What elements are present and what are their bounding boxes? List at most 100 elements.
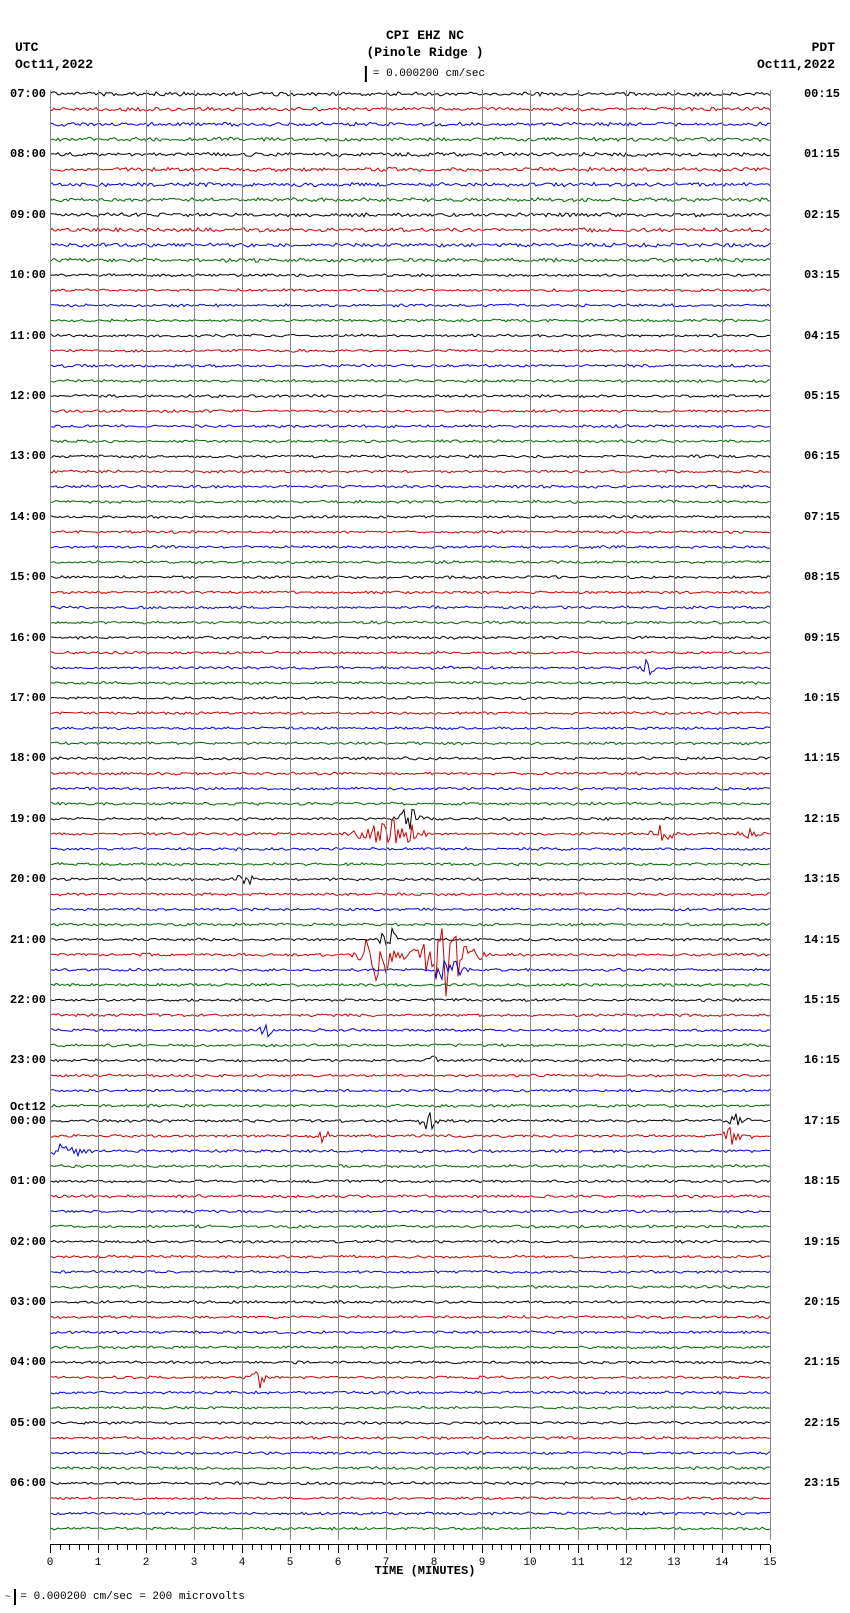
seismic-trace <box>50 334 770 337</box>
x-tick-minor <box>309 1545 310 1550</box>
seismic-trace <box>50 1270 770 1273</box>
seismic-trace <box>50 742 770 745</box>
x-tick <box>674 1545 675 1553</box>
seismic-trace <box>50 712 770 715</box>
gridline-vertical <box>50 90 51 1540</box>
pdt-hour-label: 15:15 <box>804 993 840 1007</box>
x-tick <box>386 1545 387 1553</box>
x-tick-minor <box>693 1545 694 1550</box>
gridline-vertical <box>434 90 435 1540</box>
utc-hour-label: 21:00 <box>10 933 46 947</box>
gridline-vertical <box>626 90 627 1540</box>
seismic-trace <box>50 364 770 367</box>
x-tick <box>98 1545 99 1553</box>
tz-right-name: PDT <box>757 40 835 57</box>
seismic-trace <box>50 274 770 277</box>
seismic-trace <box>50 182 770 186</box>
seismic-trace <box>50 928 770 996</box>
x-tick-minor <box>520 1545 521 1550</box>
utc-hour-label: 17:00 <box>10 691 46 705</box>
pdt-hour-label: 03:15 <box>804 268 840 282</box>
x-tick-minor <box>396 1545 397 1550</box>
x-tick-minor <box>597 1545 598 1550</box>
seismic-trace <box>50 697 770 700</box>
x-tick-label: 3 <box>191 1557 198 1569</box>
x-tick-minor <box>703 1545 704 1550</box>
pdt-hour-label: 07:15 <box>804 510 840 524</box>
x-tick-minor <box>463 1545 464 1550</box>
seismic-trace <box>50 440 770 443</box>
x-tick-minor <box>165 1545 166 1550</box>
x-tick-label: 2 <box>143 1557 150 1569</box>
utc-hour-label: 15:00 <box>10 570 46 584</box>
x-tick-minor <box>616 1545 617 1550</box>
gridline-vertical <box>722 90 723 1540</box>
x-tick-label: 9 <box>479 1557 486 1569</box>
seismic-trace <box>50 1112 770 1129</box>
x-tick-minor <box>156 1545 157 1550</box>
gridline-vertical <box>674 90 675 1540</box>
seismic-trace <box>50 820 770 843</box>
utc-hour-label: 01:00 <box>10 1174 46 1188</box>
seismic-trace <box>50 167 770 171</box>
x-tick-minor <box>741 1545 742 1550</box>
pdt-hour-label: 12:15 <box>804 812 840 826</box>
x-tick <box>722 1545 723 1553</box>
footer-scale-text: = 0.000200 cm/sec = 200 microvolts <box>20 1591 244 1603</box>
x-tick-minor <box>213 1545 214 1550</box>
x-tick <box>770 1545 771 1553</box>
gridline-vertical <box>770 90 771 1540</box>
x-tick <box>578 1545 579 1553</box>
utc-hour-label: 08:00 <box>10 147 46 161</box>
gridline-vertical <box>290 90 291 1540</box>
x-tick-minor <box>664 1545 665 1550</box>
pdt-hour-label: 22:15 <box>804 1416 840 1430</box>
seismic-trace <box>50 1436 770 1439</box>
pdt-hour-label: 20:15 <box>804 1295 840 1309</box>
pdt-hour-label: 13:15 <box>804 872 840 886</box>
seismic-trace <box>50 651 770 654</box>
seismic-trace <box>50 1421 770 1424</box>
seismic-trace <box>50 682 770 685</box>
seismic-trace <box>50 875 770 884</box>
x-tick-minor <box>444 1545 445 1550</box>
x-tick-minor <box>501 1545 502 1550</box>
x-tick-minor <box>549 1545 550 1550</box>
seismic-trace <box>50 258 770 262</box>
seismic-trace <box>50 515 770 518</box>
pdt-hour-label: 19:15 <box>804 1235 840 1249</box>
seismic-trace <box>50 1406 770 1409</box>
pdt-hour-label: 21:15 <box>804 1355 840 1369</box>
seismic-trace <box>50 983 770 986</box>
x-tick-minor <box>357 1545 358 1550</box>
gridline-vertical <box>194 90 195 1540</box>
x-tick-minor <box>280 1545 281 1550</box>
x-tick-minor <box>300 1545 301 1550</box>
seismic-trace <box>50 289 770 292</box>
utc-hour-label: 06:00 <box>10 1476 46 1490</box>
seismic-trace <box>50 1255 770 1258</box>
x-tick-minor <box>453 1545 454 1550</box>
x-tick-minor <box>79 1545 80 1550</box>
utc-hour-label: 13:00 <box>10 449 46 463</box>
utc-hour-label: 19:00 <box>10 812 46 826</box>
x-axis: 0123456789101112131415 <box>50 1545 770 1565</box>
trace-canvas <box>50 90 770 1540</box>
seismic-trace <box>50 122 770 126</box>
x-tick <box>290 1545 291 1553</box>
seismic-trace <box>50 228 770 232</box>
x-tick-label: 5 <box>287 1557 294 1569</box>
utc-hour-label: 14:00 <box>10 510 46 524</box>
seismic-trace <box>50 893 770 896</box>
gridline-vertical <box>98 90 99 1540</box>
x-tick-label: 13 <box>667 1557 680 1569</box>
x-tick-minor <box>588 1545 589 1550</box>
seismic-trace <box>50 1240 770 1243</box>
seismic-trace <box>50 410 770 413</box>
header-block: CPI EHZ NC (Pinole Ridge ) <box>0 28 850 62</box>
utc-hour-label: 18:00 <box>10 751 46 765</box>
x-tick-minor <box>348 1545 349 1550</box>
seismic-trace <box>50 531 770 534</box>
seismic-trace <box>50 1180 770 1183</box>
seismic-trace <box>50 1089 770 1092</box>
